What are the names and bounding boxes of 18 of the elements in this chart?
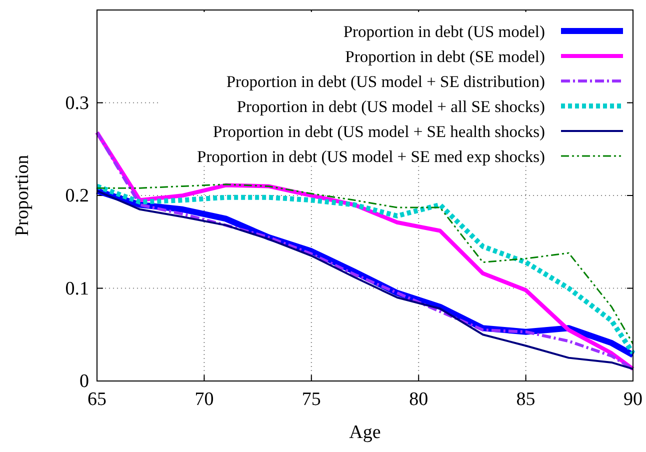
y-tick-label: 0.1 xyxy=(65,278,89,300)
y-tick-label: 0.2 xyxy=(65,186,89,206)
legend-label: Proportion in debt (US model + SE distribution) xyxy=(226,72,545,91)
x-tick-label: 70 xyxy=(194,389,214,410)
legend-label: Proportion in debt (US model + SE med exp shocks) xyxy=(197,147,545,166)
x-tick-label: 85 xyxy=(516,389,536,410)
y-tick-label: 0.3 xyxy=(65,92,89,114)
y-tick-label: 0 xyxy=(80,371,89,392)
legend-label: Proportion in debt (SE model) xyxy=(345,47,545,66)
x-tick-label: 90 xyxy=(624,389,642,410)
legend-label: Proportion in debt (US model + all SE shocks) xyxy=(236,97,545,116)
x-tick-label: 65 xyxy=(88,389,106,410)
x-tick-label: 75 xyxy=(302,389,321,410)
y-axis-title: Proportion xyxy=(12,154,33,236)
x-axis-title: Age xyxy=(349,422,381,443)
legend-label: Proportion in debt (US model) xyxy=(343,22,545,41)
x-tick-label: 80 xyxy=(409,389,428,410)
legend-label: Proportion in debt (US model + SE health shocks) xyxy=(213,122,545,141)
